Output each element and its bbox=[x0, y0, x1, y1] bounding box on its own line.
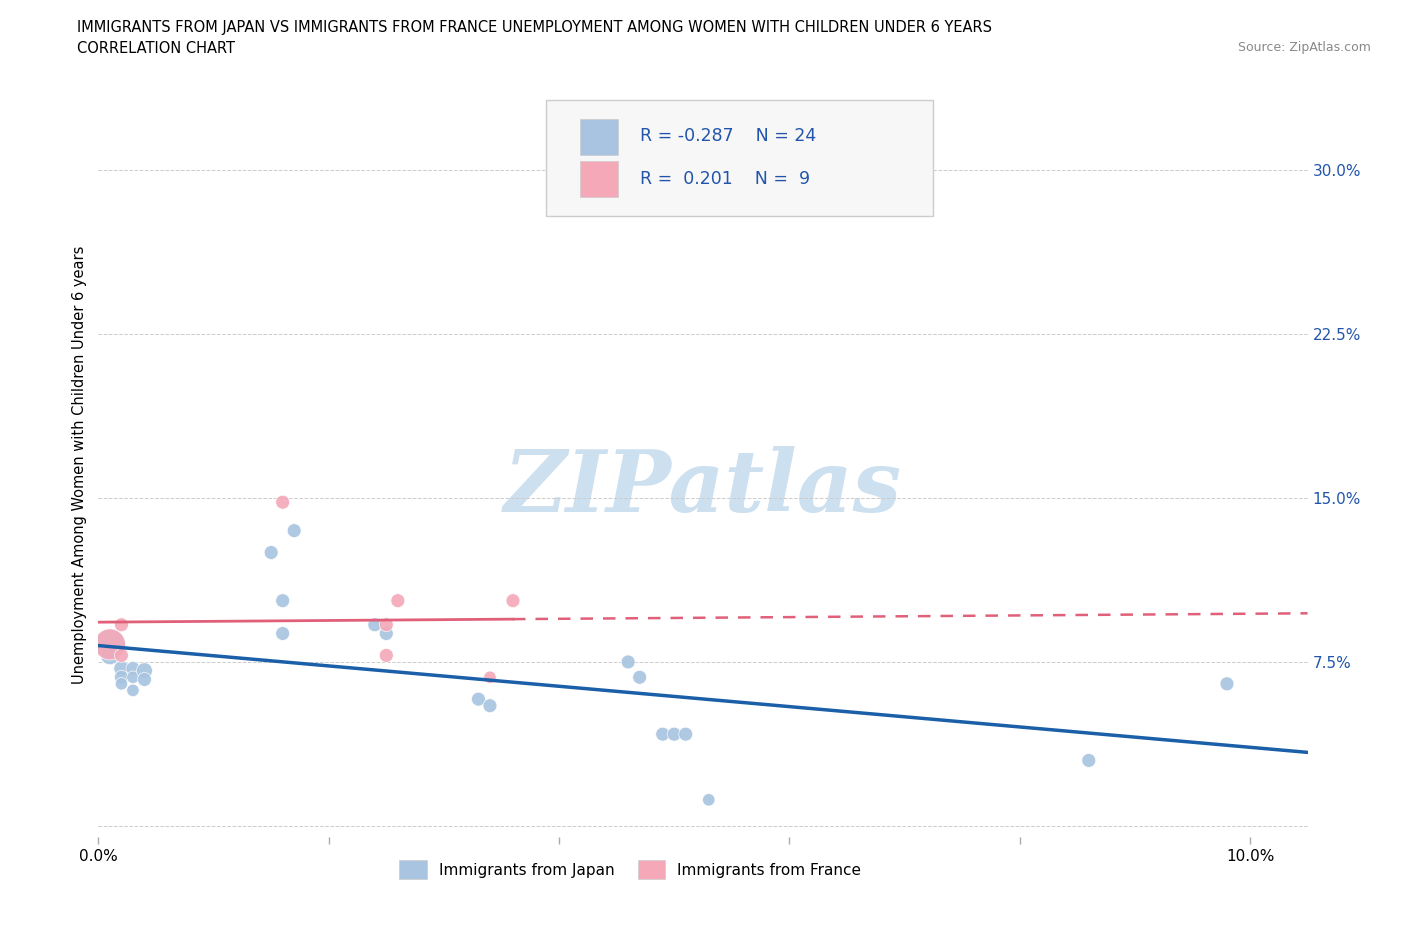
FancyBboxPatch shape bbox=[546, 100, 932, 216]
Point bbox=[110, 676, 132, 691]
Text: R =  0.201    N =  9: R = 0.201 N = 9 bbox=[640, 169, 810, 188]
Point bbox=[502, 593, 524, 608]
Text: CORRELATION CHART: CORRELATION CHART bbox=[77, 41, 235, 56]
Point bbox=[134, 663, 156, 678]
Point bbox=[1077, 753, 1099, 768]
Legend: Immigrants from Japan, Immigrants from France: Immigrants from Japan, Immigrants from F… bbox=[394, 855, 868, 885]
FancyBboxPatch shape bbox=[579, 162, 619, 197]
Point bbox=[651, 726, 673, 741]
Point bbox=[478, 698, 501, 713]
Point bbox=[664, 726, 686, 741]
Point bbox=[98, 637, 121, 652]
Point bbox=[364, 618, 387, 632]
Point bbox=[467, 692, 489, 707]
Point bbox=[628, 670, 651, 684]
Point bbox=[271, 593, 294, 608]
Point bbox=[271, 626, 294, 641]
Text: IMMIGRANTS FROM JAPAN VS IMMIGRANTS FROM FRANCE UNEMPLOYMENT AMONG WOMEN WITH CH: IMMIGRANTS FROM JAPAN VS IMMIGRANTS FROM… bbox=[77, 20, 993, 35]
FancyBboxPatch shape bbox=[579, 119, 619, 154]
Point bbox=[1216, 676, 1239, 691]
Point bbox=[122, 670, 145, 684]
Point bbox=[122, 661, 145, 676]
Point bbox=[375, 618, 398, 632]
Point bbox=[134, 672, 156, 687]
Point bbox=[375, 648, 398, 663]
Point bbox=[122, 683, 145, 698]
Point bbox=[110, 618, 132, 632]
Point bbox=[387, 593, 409, 608]
Point bbox=[478, 670, 501, 684]
Text: ZIPatlas: ZIPatlas bbox=[503, 445, 903, 529]
Point bbox=[675, 726, 697, 741]
Y-axis label: Unemployment Among Women with Children Under 6 years: Unemployment Among Women with Children U… bbox=[72, 246, 87, 684]
Point bbox=[110, 661, 132, 676]
Text: R = -0.287    N = 24: R = -0.287 N = 24 bbox=[640, 127, 817, 145]
Point bbox=[375, 626, 398, 641]
Point bbox=[271, 495, 294, 510]
Text: Source: ZipAtlas.com: Source: ZipAtlas.com bbox=[1237, 41, 1371, 54]
Point bbox=[697, 792, 720, 807]
Point bbox=[98, 648, 121, 663]
Point bbox=[110, 648, 132, 663]
Point bbox=[260, 545, 283, 560]
Point bbox=[283, 524, 305, 538]
Point bbox=[617, 655, 640, 670]
Point bbox=[110, 670, 132, 684]
Point bbox=[98, 637, 121, 652]
